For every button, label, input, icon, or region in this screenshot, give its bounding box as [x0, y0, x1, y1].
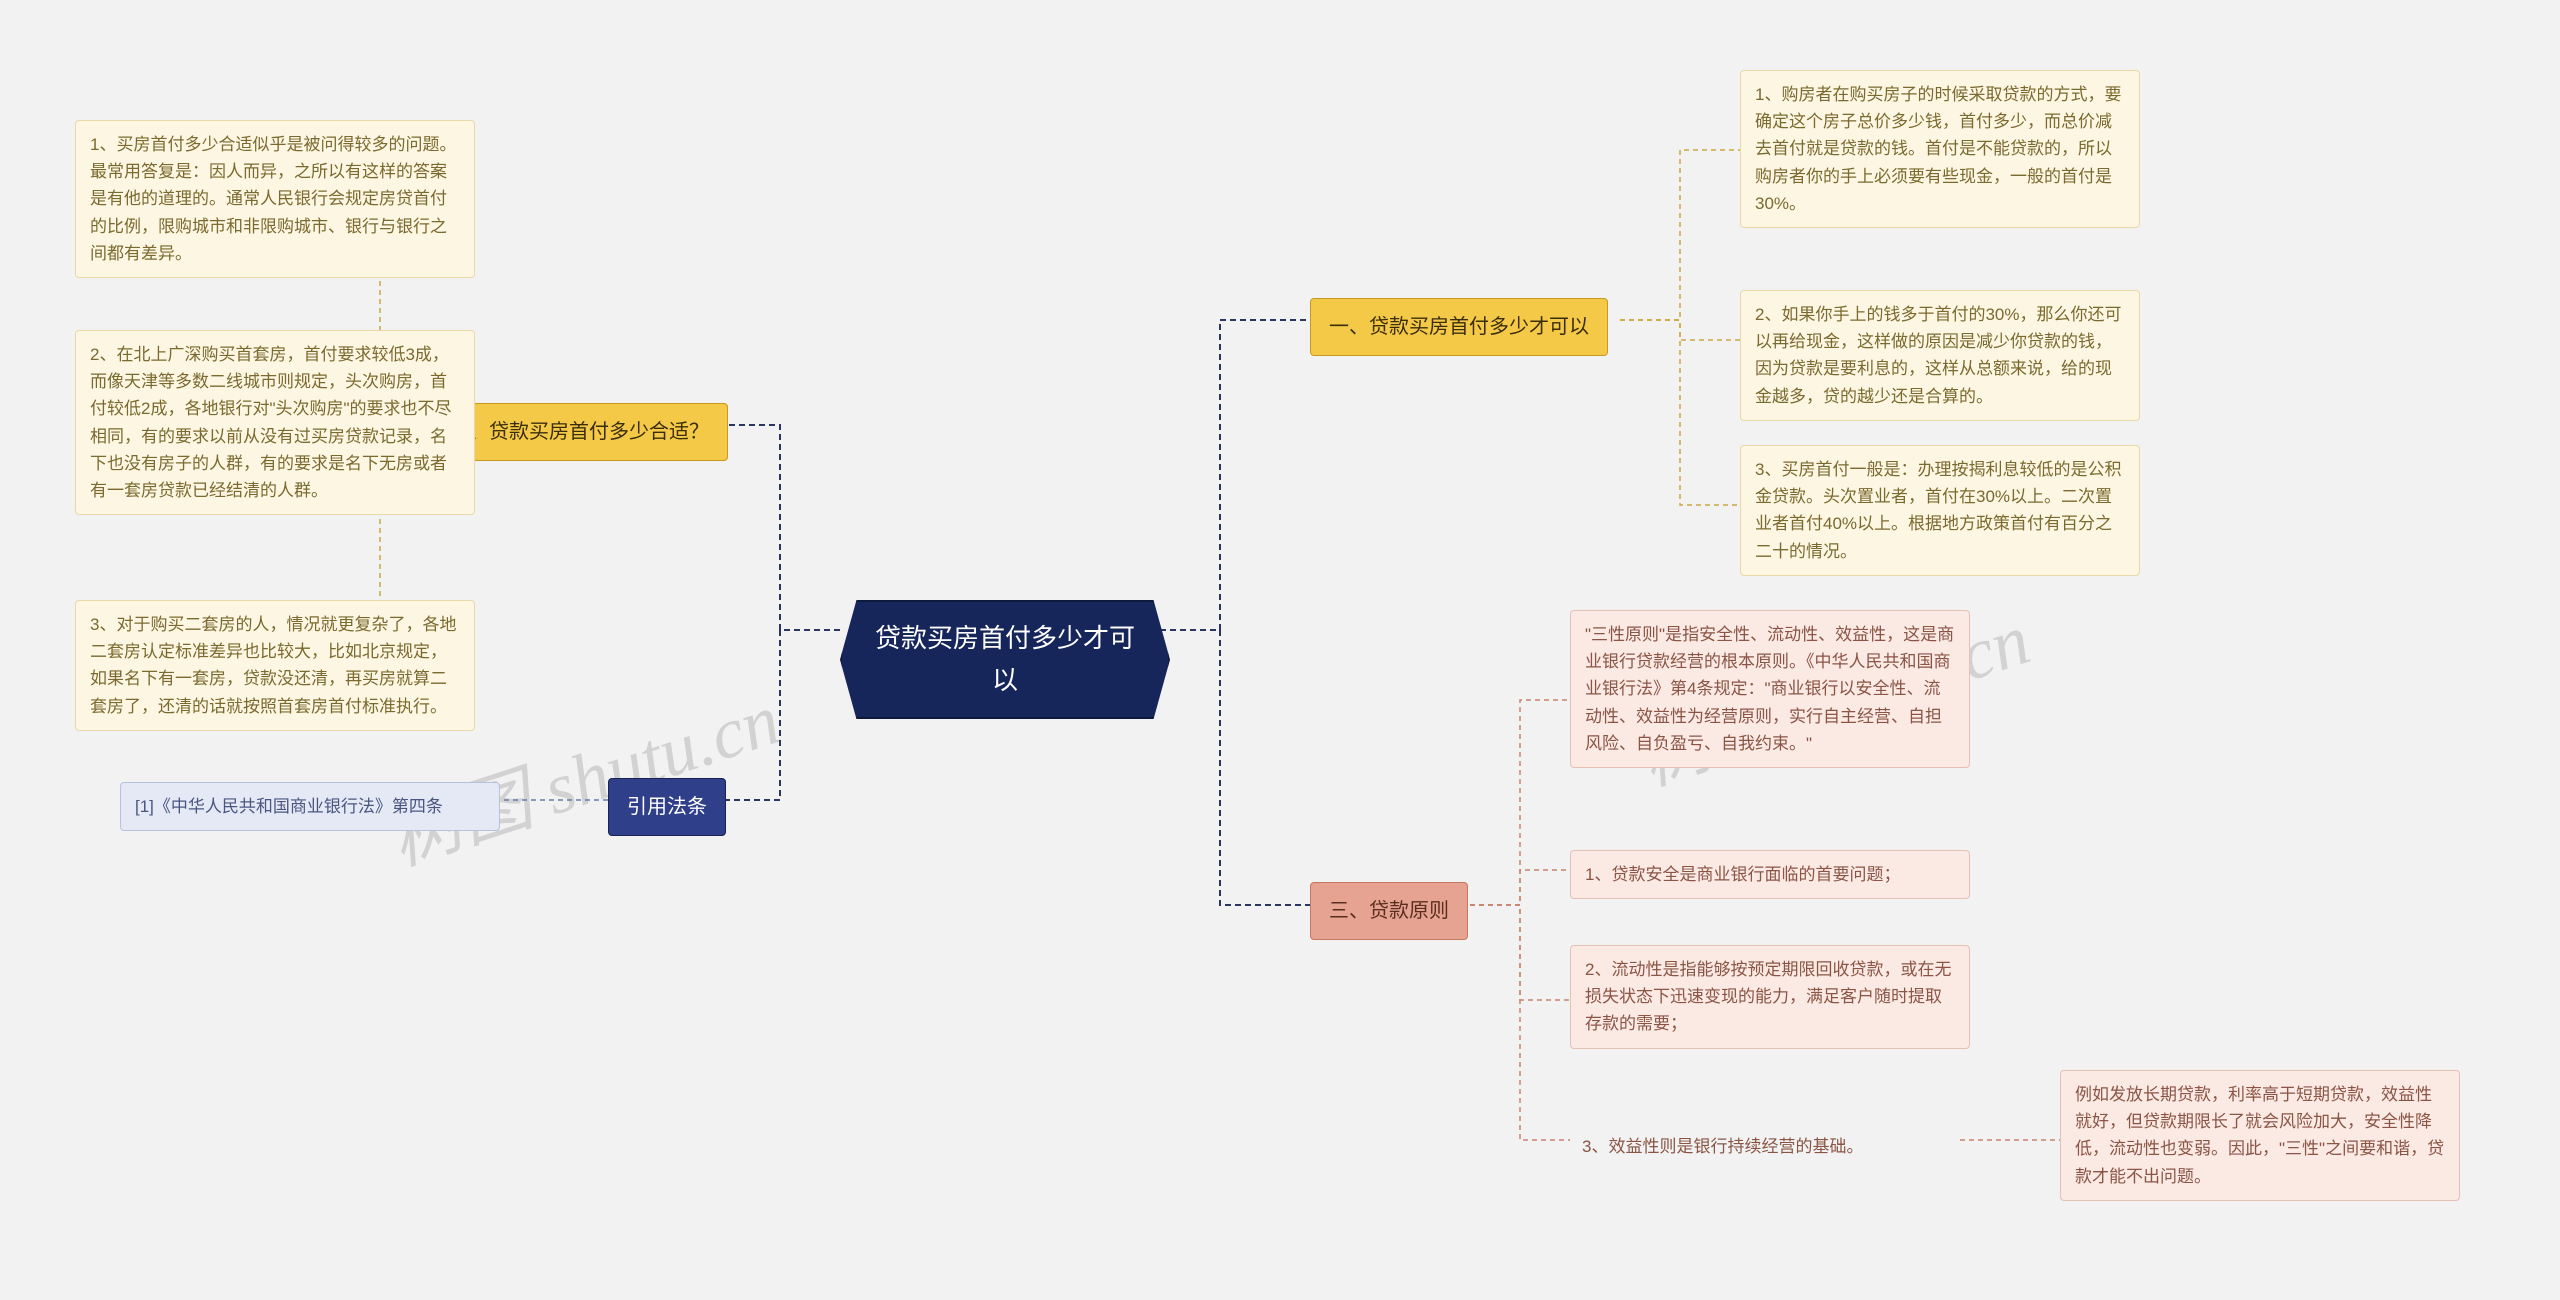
branch-2-leaf-2: 2、在北上广深购买首套房，首付要求较低3成，而像天津等多数二线城市则规定，头次购… — [75, 330, 475, 515]
branch-1-label: 一、贷款买房首付多少才可以 — [1329, 316, 1589, 338]
branch-3-leaf-2: 2、流动性是指能够按预定期限回收贷款，或在无损失状态下迅速变现的能力，满足客户随… — [1570, 945, 1970, 1049]
branch-4: 引用法条 — [608, 778, 726, 836]
branch-1-leaf-2: 2、如果你手上的钱多于首付的30%，那么你还可以再给现金，这样做的原因是减少你贷… — [1740, 290, 2140, 421]
root-node: 贷款买房首付多少才可以 — [840, 600, 1170, 719]
branch-4-leaf-1: [1]《中华人民共和国商业银行法》第四条 — [120, 782, 500, 831]
branch-3-label: 三、贷款原则 — [1329, 900, 1449, 922]
branch-2-leaf-3: 3、对于购买二套房的人，情况就更复杂了，各地二套房认定标准差异也比较大，比如北京… — [75, 600, 475, 731]
branch-3-leaf-3: 3、效益性则是银行持续经营的基础。 — [1570, 1125, 1875, 1168]
branch-1-leaf-1: 1、购房者在购买房子的时候采取贷款的方式，要确定这个房子总价多少钱，首付多少，而… — [1740, 70, 2140, 228]
branch-2-leaf-1: 1、买房首付多少合适似乎是被问得较多的问题。最常用答复是：因人而异，之所以有这样… — [75, 120, 475, 278]
branch-1: 一、贷款买房首付多少才可以 — [1310, 298, 1608, 356]
branch-3: 三、贷款原则 — [1310, 882, 1468, 940]
branch-3-leaf-1: 1、贷款安全是商业银行面临的首要问题； — [1570, 850, 1970, 899]
branch-4-label: 引用法条 — [627, 796, 707, 818]
branch-3-intro: "三性原则"是指安全性、流动性、效益性，这是商业银行贷款经营的根本原则。《中华人… — [1570, 610, 1970, 768]
branch-1-leaf-3: 3、买房首付一般是：办理按揭利息较低的是公积金贷款。头次置业者，首付在30%以上… — [1740, 445, 2140, 576]
branch-3-sub: 例如发放长期贷款，利率高于短期贷款，效益性就好，但贷款期限长了就会风险加大，安全… — [2060, 1070, 2460, 1201]
root-label: 贷款买房首付多少才可以 — [875, 623, 1135, 695]
branch-2-label: 二、贷款买房首付多少合适？ — [449, 421, 709, 443]
